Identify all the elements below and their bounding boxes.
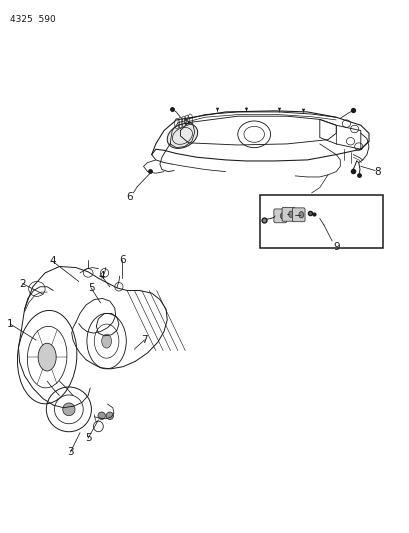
- Text: 9: 9: [332, 242, 339, 252]
- Ellipse shape: [101, 334, 111, 348]
- Ellipse shape: [106, 412, 113, 419]
- FancyBboxPatch shape: [273, 209, 286, 223]
- Text: 6: 6: [119, 255, 125, 265]
- Ellipse shape: [280, 213, 285, 219]
- Text: 4: 4: [98, 271, 105, 281]
- Ellipse shape: [63, 403, 75, 416]
- Text: 6: 6: [126, 192, 133, 202]
- Text: 5: 5: [88, 283, 94, 293]
- FancyBboxPatch shape: [292, 208, 304, 222]
- Ellipse shape: [167, 124, 197, 148]
- Text: 1: 1: [7, 319, 13, 329]
- Text: 3: 3: [67, 447, 74, 457]
- Text: 2: 2: [19, 279, 26, 288]
- Text: 4325  590: 4325 590: [10, 15, 56, 24]
- Ellipse shape: [38, 343, 56, 371]
- Text: 4: 4: [49, 256, 56, 266]
- Text: 8: 8: [374, 167, 380, 176]
- Text: 7: 7: [141, 335, 147, 345]
- FancyBboxPatch shape: [281, 207, 294, 221]
- Ellipse shape: [298, 212, 303, 218]
- Ellipse shape: [288, 211, 293, 217]
- Bar: [260, 195, 382, 248]
- Text: 5: 5: [85, 433, 91, 443]
- Ellipse shape: [98, 412, 105, 419]
